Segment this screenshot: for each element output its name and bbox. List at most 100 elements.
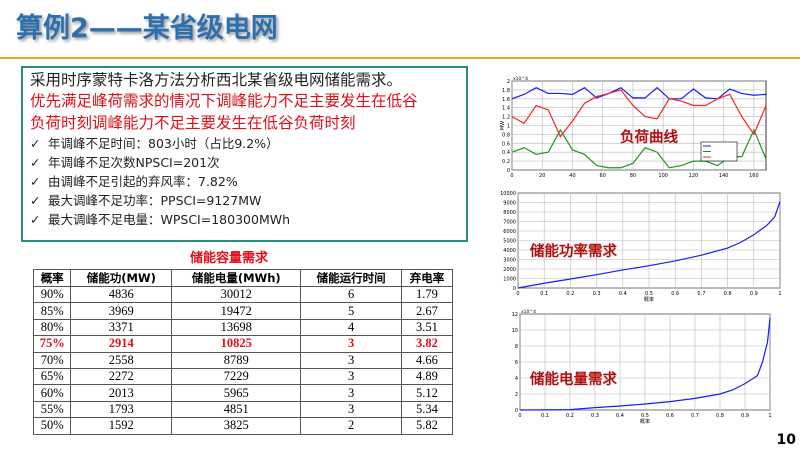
table-cell: 85% [32,302,72,320]
y-tick-label: 2 [515,392,518,398]
table-cell: 4.89 [400,367,454,386]
storage-capacity-table: 概率 储能功(MW) 储能电量(MWh) 储能运行时间 弃电率 90% 4836 30012 6… [32,269,454,435]
table-cell: 3 [300,335,402,353]
y-tick-label: 9000 [503,201,516,207]
table-cell: 3969 [70,302,173,320]
x-tick-label: 80 [630,173,636,179]
chart-label: 负荷曲线 [620,130,678,146]
x-tick-label: 1 [778,291,781,297]
table-row: 50% 1592 3825 2 5.82 [32,417,454,435]
y-tick-label: 1 [507,124,510,130]
y-tick-label: 5000 [503,239,516,245]
x-tick-label: 100 [658,173,668,179]
bullet-item: ✓ 年调峰不足时间：803小时（占比9.2%） [30,134,466,153]
series-line [519,317,771,411]
y-tick-label: 2000 [503,267,516,273]
y-tick-label: 0.8 [502,132,510,138]
y-tick-label: 1.8 [502,88,510,94]
y-tick-label: 1000 [503,277,516,283]
column-header: 弃电率 [400,269,454,287]
table-cell: 75% [32,335,72,353]
table-cell: 6 [300,285,402,304]
x-tick-label: 120 [689,173,699,179]
check-icon: ✓ [30,174,41,189]
table-cell: 7229 [171,367,302,386]
table-cell: 2 [300,417,402,435]
bullet-item: ✓ 最大调峰不足电量：WPSCI=180300MWh [30,210,466,229]
load-curve-chart: 0 20 40 60 80 100 120 140 160 0 0.2 0.4 0.6 0.8 1 1.2 1.… [500,76,767,179]
storage-power-chart: 0 0.1 0.2 0.3 0.4 0.5 0.6 0.7 0.8 0.9 1 0 1000 2000 30… [500,191,782,303]
table-cell: 3 [300,400,402,419]
bullet-text: 由调峰不足引起的弃风率：7.82% [48,174,238,189]
table-cell: 13698 [171,318,302,337]
x-tick-label: 0.8 [724,291,732,297]
x-tick-label: 0.1 [541,413,549,419]
y-tick-label: 8000 [503,210,516,216]
table-cell: 70% [32,351,72,369]
table-cell: 2013 [70,384,173,402]
storage-energy-chart: 0 0.1 0.2 0.3 0.4 0.5 0.6 0.7 0.8 0.9 1024681012概率… [512,309,772,425]
bullet-item: ✓ 最大调峰不足功率：PPSCI=9127MW [30,191,466,210]
table-row: 85% 3969 19472 5 2.67 [32,302,454,320]
x-tick-label: 0.5 [641,413,649,419]
y-multiplier: x10^4 [513,76,528,82]
y-tick-label: 1.6 [502,97,510,103]
x-axis-label: 概率 [644,296,654,303]
y-tick-label: 4 [515,376,518,382]
table-cell: 65% [32,367,72,386]
x-tick-label: 1 [768,413,771,419]
table-cell: 4851 [171,400,302,419]
table-cell: 80% [32,318,72,337]
x-tick-label: 0.9 [741,413,749,419]
intro-line: 采用时序蒙特卡洛方法分析西北某省级电网储能需求。 [30,71,403,89]
x-tick-label: 0 [518,413,521,419]
chart-label: 储能电量需求 [530,372,617,388]
x-tick-label: 0 [516,291,519,297]
table-cell: 4 [300,318,402,337]
y-tick-label: 7000 [503,220,516,226]
table-cell: 5.12 [400,384,454,402]
series-line [511,89,767,138]
table-cell: 2.67 [400,302,454,320]
bullet-text: 最大调峰不足功率：PPSCI=9127MW [48,193,262,208]
x-tick-label: 0.9 [750,291,758,297]
table-row: 90% 4836 30012 6 1.79 [32,285,454,304]
x-tick-label: 0.7 [697,291,705,297]
table-cell: 55% [32,400,72,419]
check-icon: ✓ [30,212,41,227]
y-tick-label: 4000 [503,248,516,254]
table-row: 65% 2272 7229 3 4.89 [32,367,454,386]
table-cell: 3 [300,384,402,402]
check-icon: ✓ [30,193,41,208]
table-cell: 4836 [70,285,173,304]
chart-label: 储能功率需求 [530,244,617,260]
page-title: 算例2——某省级电网 [16,13,278,44]
table-cell: 3 [300,367,402,386]
table-cell: 3.82 [400,335,454,353]
check-icon: ✓ [30,155,41,170]
table-row: 80% 3371 13698 4 3.51 [32,318,454,337]
column-header: 储能功(MW) [70,269,173,287]
x-tick-label: 20 [539,173,545,179]
y-tick-label: 8 [515,344,518,350]
x-tick-label: 60 [600,173,606,179]
column-header: 储能电量(MWh) [171,269,302,287]
table-row: 70% 2558 8789 3 4.66 [32,351,454,369]
y-tick-label: 0 [515,408,518,414]
series-line [517,201,781,289]
x-tick-label: 0.5 [645,291,653,297]
x-tick-label: 0.6 [671,291,679,297]
x-tick-label: 0.6 [666,413,674,419]
table-cell: 1793 [70,400,173,419]
title-divider [0,57,800,59]
table-cell: 5 [300,302,402,320]
legend [700,141,738,162]
highlight-line: 负荷时刻调峰能力不足主要发生在低谷负荷时刻 [30,114,356,132]
x-tick-label: 0.3 [593,291,601,297]
table-row: 75% 2914 10825 3 3.82 [32,335,454,353]
x-tick-label: 0 [510,173,513,179]
bullet-item: ✓ 由调峰不足引起的弃风率：7.82% [30,172,466,191]
y-tick-label: 0.2 [502,159,510,165]
y-tick-label: 6000 [503,229,516,235]
column-header: 储能运行时间 [300,269,402,287]
